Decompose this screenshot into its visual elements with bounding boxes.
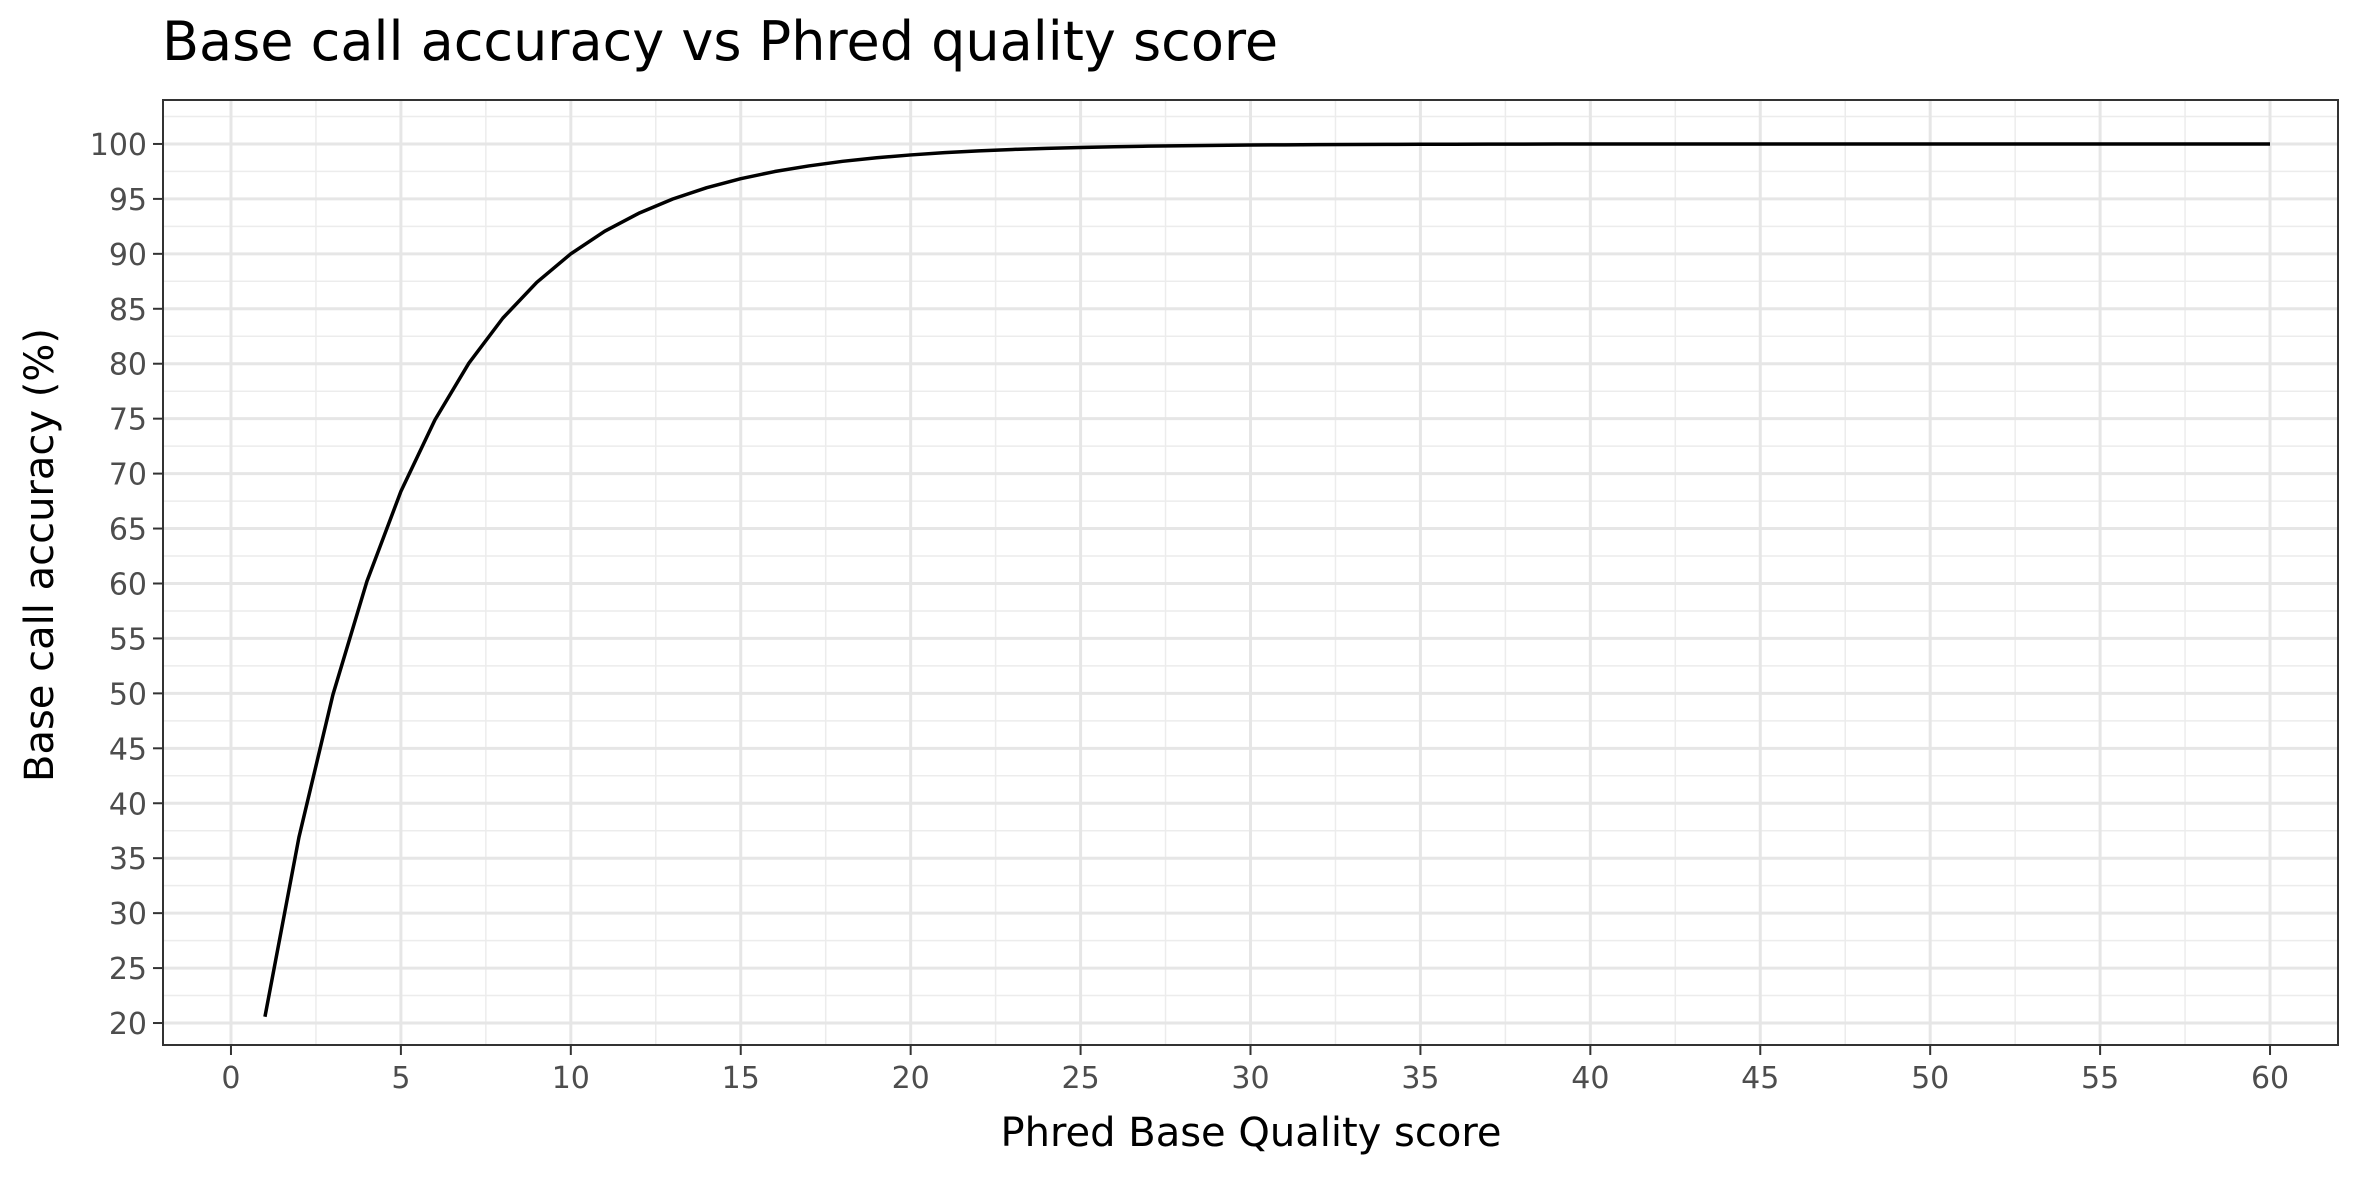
y-tick-label: 45	[109, 732, 147, 767]
y-tick-label: 85	[109, 293, 147, 328]
y-tick-label: 25	[109, 952, 147, 987]
y-tick-labels: 20 25 30 35 40 45 50 55 60 65 70 75 80 85 90 95 100	[90, 128, 147, 1042]
x-tick-label: 5	[391, 1061, 410, 1096]
x-tick-label: 30	[1231, 1061, 1269, 1096]
y-tick-label: 20	[109, 1007, 147, 1042]
series-group	[263, 142, 2271, 1018]
x-tick-label: 40	[1571, 1061, 1609, 1096]
x-tick-labels: 0 5 10 15 20 25 30 35 40 45 50 55 60	[221, 1061, 2289, 1096]
x-tick-label: 50	[1911, 1061, 1949, 1096]
y-tick-label: 100	[90, 128, 147, 163]
x-tick-label: 20	[892, 1061, 930, 1096]
y-tick-label: 30	[109, 897, 147, 932]
y-tick-label: 80	[109, 348, 147, 383]
x-tick-label: 10	[552, 1061, 590, 1096]
accuracy-series-line	[263, 142, 2271, 1018]
x-tick-label: 15	[722, 1061, 760, 1096]
x-tick-label: 0	[221, 1061, 240, 1096]
x-tick-label: 55	[2081, 1061, 2119, 1096]
y-tick-label: 40	[109, 787, 147, 822]
x-tick-label: 25	[1061, 1061, 1099, 1096]
x-tick-label: 35	[1401, 1061, 1439, 1096]
y-tick-label: 55	[109, 622, 147, 657]
x-tick-label: 60	[2251, 1061, 2289, 1096]
y-tick-label: 60	[109, 567, 147, 602]
axis-ticks	[153, 142, 2272, 1055]
y-tick-label: 65	[109, 513, 147, 548]
x-tick-label: 45	[1741, 1061, 1779, 1096]
chart-title: Base call accuracy vs Phred quality scor…	[162, 10, 1279, 73]
y-tick-label: 95	[109, 183, 147, 218]
y-tick-label: 50	[109, 677, 147, 712]
x-axis-label: Phred Base Quality score	[1000, 1110, 1502, 1156]
major-gridlines	[163, 100, 2338, 1045]
y-tick-label: 35	[109, 842, 147, 877]
y-tick-label: 75	[109, 403, 147, 438]
y-tick-label: 90	[109, 238, 147, 273]
y-tick-label: 70	[109, 458, 147, 493]
